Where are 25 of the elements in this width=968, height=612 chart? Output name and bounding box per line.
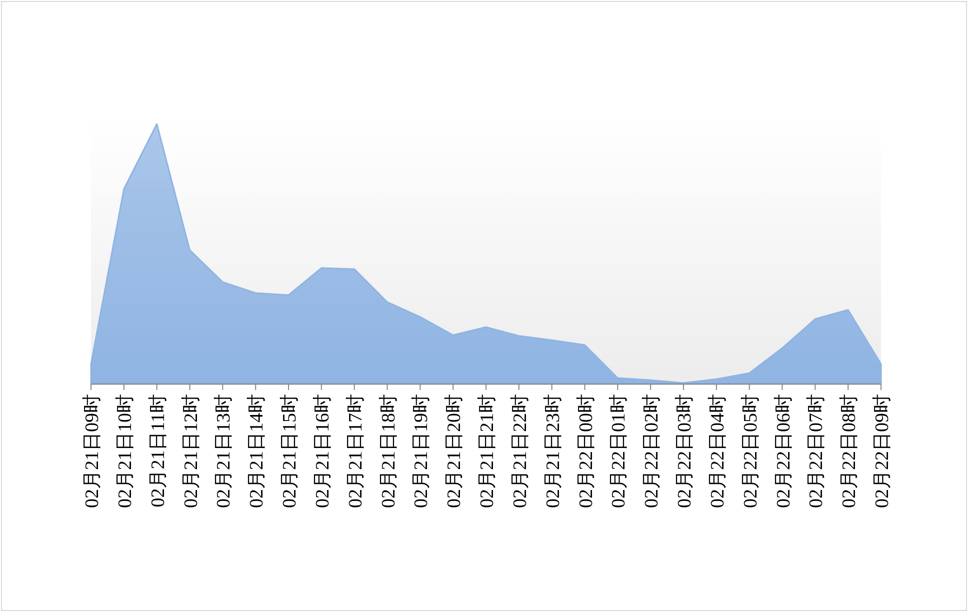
x-tick-label: 02月21日14时 [246,394,268,508]
x-tick-label: 02月21日17时 [345,394,366,508]
x-tick-label: 02月22日05时 [740,394,762,508]
x-tick-label: 02月22日03时 [674,394,696,508]
x-tick-label: 02月21日15时 [280,394,300,508]
x-tick-label: 02月21日13时 [214,394,235,508]
x-tick-label: 02月21日18时 [378,394,400,508]
x-tick-label: 02月21日22时 [510,394,531,508]
x-tick-label: 02月21日09时 [82,394,103,508]
x-tick-label: 02月22日00时 [576,394,597,508]
x-tick-label: 02月22日07时 [806,394,828,508]
x-tick-label: 02月22日06时 [773,394,794,508]
x-tick-label: 02月22日08时 [839,394,860,508]
x-tick-label: 02月21日20时 [444,394,466,508]
x-tick-label: 02月21日12时 [180,394,202,508]
x-tick-label: 02月21日21时 [477,394,498,508]
x-tick-label: 02月21日19时 [411,394,432,508]
x-tick-label: 02月22日04时 [707,394,728,508]
x-tick-label: 02月21日11时 [148,394,169,508]
x-tick-label: 02月21日10时 [114,394,136,508]
x-tick-label: 02月22日09时 [872,394,893,508]
x-tick-label: 02月22日01时 [608,394,630,508]
x-tick-label: 02月21日16时 [312,394,334,508]
x-tick-label: 02月21日23时 [542,394,564,508]
x-tick-label: 02月22日02时 [642,394,663,508]
